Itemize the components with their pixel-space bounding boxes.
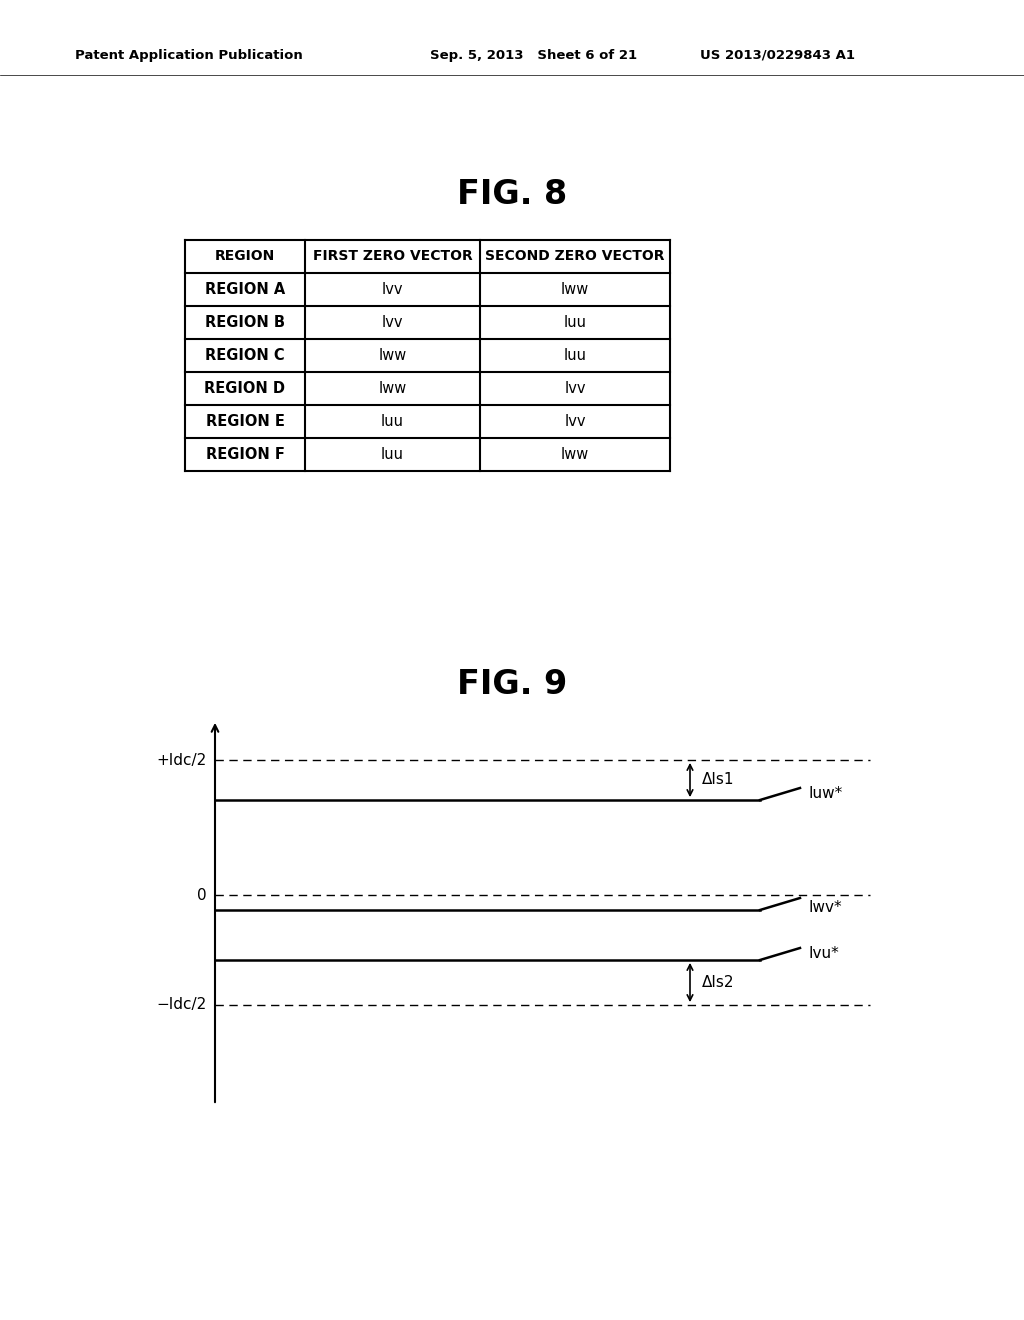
Text: Iww: Iww	[561, 282, 589, 297]
Text: Iww: Iww	[379, 381, 407, 396]
Text: FIG. 9: FIG. 9	[457, 668, 567, 701]
Text: REGION C: REGION C	[205, 348, 285, 363]
Text: REGION A: REGION A	[205, 282, 285, 297]
Text: Iuu: Iuu	[563, 315, 587, 330]
Text: REGION: REGION	[215, 249, 275, 264]
Text: FIRST ZERO VECTOR: FIRST ZERO VECTOR	[312, 249, 472, 264]
Text: Iww: Iww	[561, 447, 589, 462]
Text: −Idc/2: −Idc/2	[157, 998, 207, 1012]
Text: REGION D: REGION D	[205, 381, 286, 396]
Text: US 2013/0229843 A1: US 2013/0229843 A1	[700, 49, 855, 62]
Text: Iww: Iww	[379, 348, 407, 363]
Text: FIG. 8: FIG. 8	[457, 178, 567, 211]
Text: ΔIs2: ΔIs2	[702, 975, 734, 990]
Text: Sep. 5, 2013   Sheet 6 of 21: Sep. 5, 2013 Sheet 6 of 21	[430, 49, 637, 62]
Text: ΔIs1: ΔIs1	[702, 772, 734, 788]
Text: Iuu: Iuu	[563, 348, 587, 363]
Text: Patent Application Publication: Patent Application Publication	[75, 49, 303, 62]
Text: Ivv: Ivv	[564, 381, 586, 396]
Text: Iwv*: Iwv*	[808, 900, 842, 916]
Text: Ivv: Ivv	[382, 315, 403, 330]
Text: Ivu*: Ivu*	[808, 946, 839, 961]
Text: REGION B: REGION B	[205, 315, 285, 330]
Text: REGION F: REGION F	[206, 447, 285, 462]
Text: SECOND ZERO VECTOR: SECOND ZERO VECTOR	[485, 249, 665, 264]
Text: 0: 0	[198, 887, 207, 903]
Text: Iuu: Iuu	[381, 447, 404, 462]
Text: Ivv: Ivv	[382, 282, 403, 297]
Text: +Idc/2: +Idc/2	[157, 752, 207, 767]
Text: Iuw*: Iuw*	[808, 787, 843, 801]
Text: Ivv: Ivv	[564, 414, 586, 429]
Text: Iuu: Iuu	[381, 414, 404, 429]
Text: REGION E: REGION E	[206, 414, 285, 429]
